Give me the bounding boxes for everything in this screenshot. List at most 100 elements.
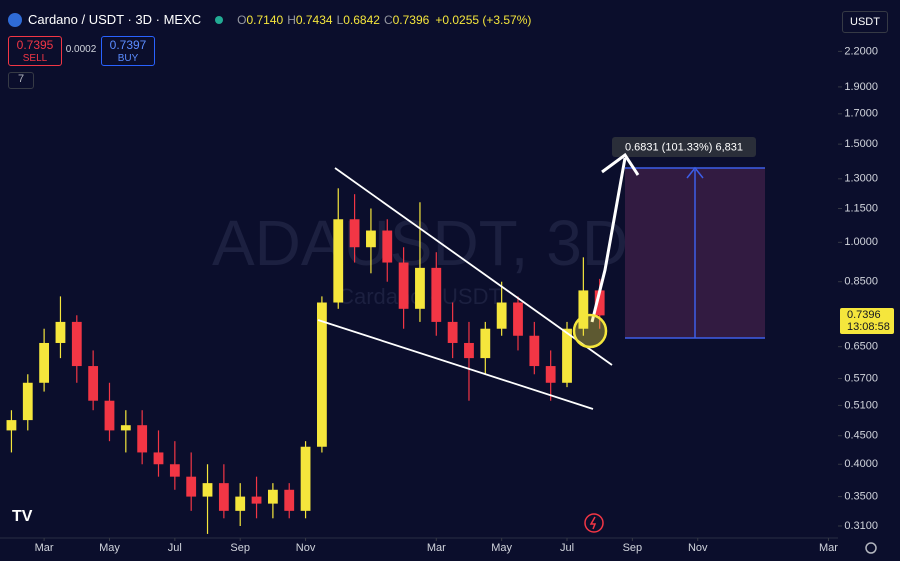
candle-body [251, 496, 262, 504]
x-tick-label: May [99, 542, 120, 554]
alert-icon[interactable] [584, 513, 604, 533]
candle-body [300, 446, 311, 511]
price-tag: 0.7396 [847, 309, 881, 321]
countdown: 13:08:58 [847, 321, 890, 333]
ohlc-item: 0.7434 [295, 13, 333, 27]
measure-arrowhead [686, 166, 704, 179]
measure-label: 0.6831 (101.33%) 6,831 [625, 141, 743, 153]
candle-body [366, 230, 376, 248]
candle-body [447, 321, 458, 343]
currency-select[interactable]: USDT [842, 11, 888, 33]
candle-body [55, 321, 66, 343]
alert-bolt [589, 516, 597, 530]
candle-body [562, 328, 572, 383]
x-tick-label: Nov [688, 542, 708, 554]
header: Cardano / USDT · 3D · MEXC O0.7140 H0.743… [8, 12, 531, 27]
y-tick-label: 0.4000 [844, 458, 878, 470]
candle-body [218, 483, 229, 511]
x-tick-label: Nov [296, 542, 316, 554]
x-tick-label: Sep [623, 542, 643, 554]
spread: 0.0002 [65, 44, 97, 55]
candle-body [333, 219, 344, 303]
ohlc-item: +0.0255 (+3.57%) [435, 13, 532, 27]
y-tick-label: 0.8500 [844, 276, 878, 288]
y-tick-label: 0.4500 [844, 430, 878, 442]
candles [6, 188, 605, 534]
status-dot [215, 15, 224, 24]
price-axis-bg [838, 0, 900, 561]
x-tick-label: Mar [427, 542, 446, 554]
candle-body [398, 262, 409, 309]
sell-price: 0.7395 [16, 38, 54, 52]
indicators-toggle[interactable]: 7 [8, 72, 34, 89]
y-tick-label: 2.2000 [844, 45, 878, 57]
coin-logo [8, 12, 22, 27]
candle-body [71, 321, 82, 367]
breakout-circle [572, 313, 608, 349]
candle-body [235, 496, 246, 511]
candle-body [153, 452, 164, 465]
projection-arrowhead [601, 152, 640, 176]
candle-body [415, 267, 425, 309]
candle-body [464, 342, 474, 359]
x-tick-label: May [491, 542, 512, 554]
candle-body [104, 400, 115, 431]
candle-body [284, 489, 295, 511]
y-tick-label: 1.1500 [844, 202, 878, 214]
ohlc-item: O [237, 13, 247, 27]
y-tick-label: 0.3500 [844, 491, 878, 503]
ohlc-item: L [336, 13, 344, 27]
buy-price: 0.7397 [109, 38, 147, 52]
candle-body [39, 342, 50, 383]
candle-body [545, 366, 556, 383]
candle-body [120, 425, 131, 431]
candle-body [349, 219, 360, 248]
y-tick-label: 0.5700 [844, 372, 878, 384]
ohlc-item: 0.6842 [343, 13, 380, 27]
ohlc-item: 0.7396 [392, 13, 430, 27]
buy-label: BUY [117, 53, 139, 64]
ohlc-item: H [287, 13, 296, 27]
trendline-upper [334, 167, 613, 366]
y-tick-label: 1.9000 [844, 81, 878, 93]
candle-body [137, 425, 148, 453]
candle-body [202, 483, 213, 497]
projection-arrow [590, 157, 627, 323]
candle-body [529, 335, 540, 367]
buy-button[interactable]: 0.7397 BUY [101, 36, 155, 66]
candle-body [267, 489, 278, 504]
sell-button[interactable]: 0.7395 SELL [8, 36, 62, 66]
candle-body [88, 366, 99, 401]
ohlc-item: C [383, 13, 393, 27]
candle-body [382, 230, 393, 263]
y-tick-label: 1.5000 [844, 138, 878, 150]
candle-body [578, 290, 589, 329]
x-tick-label: Jul [560, 542, 574, 554]
candle-body [594, 290, 605, 316]
trendline-lower [317, 319, 594, 410]
x-tick-label: Mar [35, 542, 54, 554]
y-tick-label: 0.3100 [844, 520, 878, 532]
candle-body [431, 267, 442, 322]
measure-label-bg [612, 137, 756, 157]
symbol[interactable]: Cardano / USDT · 3D · MEXC [28, 12, 202, 27]
y-tick-label: 0.6500 [844, 341, 878, 353]
price-tag-bg [840, 308, 894, 334]
candle-body [317, 302, 327, 447]
y-tick-label: 1.7000 [844, 108, 878, 120]
x-tick-label: Sep [230, 542, 250, 554]
x-tick-label: Mar [819, 542, 838, 554]
settings-icon[interactable] [865, 542, 877, 554]
candle-body [496, 302, 507, 329]
ohlc-item: 0.7140 [246, 13, 284, 27]
y-tick-label: 0.5100 [844, 399, 878, 411]
candle-body [22, 382, 33, 421]
sell-label: SELL [22, 53, 48, 64]
candle-body [480, 328, 491, 359]
x-tick-label: Jul [168, 542, 182, 554]
candle-body [6, 420, 17, 431]
y-tick-label: 1.0000 [844, 236, 878, 248]
indicators-count: 7 [17, 73, 25, 85]
